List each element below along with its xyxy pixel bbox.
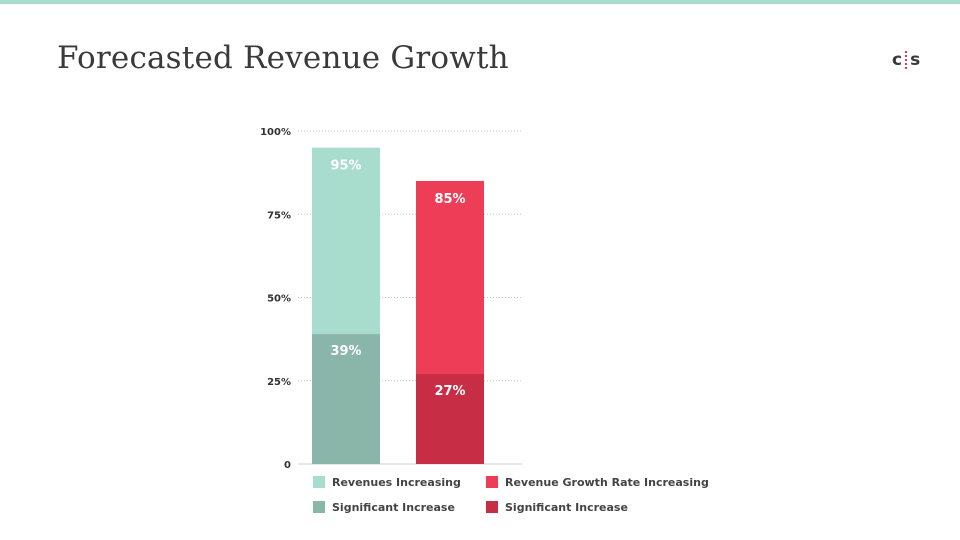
logo-letter-left: c — [892, 50, 903, 70]
logo-divider — [905, 51, 908, 69]
y-tick-label: 25% — [267, 377, 291, 388]
bar-significant-data-label: 27% — [434, 384, 465, 399]
y-tick-label: 0 — [284, 460, 291, 471]
legend-swatch — [313, 476, 325, 488]
legend-label: Revenue Growth Rate Increasing — [505, 476, 709, 489]
bar-significant — [312, 334, 380, 464]
bar-total-data-label: 95% — [330, 159, 361, 174]
legend-swatch — [313, 501, 325, 513]
legend-swatch — [486, 476, 498, 488]
legend-swatch — [486, 501, 498, 513]
legend-label: Revenues Increasing — [332, 476, 461, 489]
bar-significant — [416, 374, 484, 464]
legend-label: Significant Increase — [332, 501, 455, 514]
bar-total-data-label: 85% — [434, 192, 465, 207]
top-accent-bar — [0, 0, 960, 4]
legend-label: Significant Increase — [505, 501, 628, 514]
y-tick-label: 75% — [267, 210, 291, 221]
logo-letter-right: s — [910, 50, 921, 70]
slide-title: Forecasted Revenue Growth — [57, 40, 509, 76]
bar-significant-data-label: 39% — [330, 344, 361, 359]
y-tick-label: 100% — [260, 127, 291, 138]
y-tick-label: 50% — [267, 294, 291, 305]
company-logo: c s — [892, 50, 932, 70]
